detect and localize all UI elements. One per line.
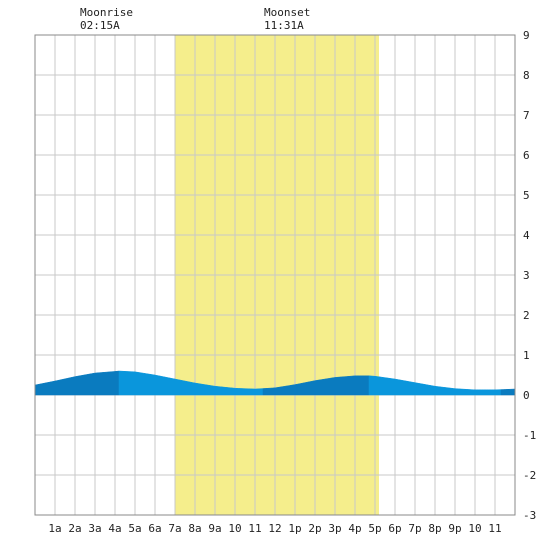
x-tick-label: 8a [188,522,201,535]
moonrise-time: 02:15A [80,19,120,32]
tide-area-light [118,370,264,396]
y-tick-label: 5 [523,189,530,202]
x-tick-label: 12 [268,522,281,535]
y-tick-label: 1 [523,349,530,362]
tide-area-dark [500,388,516,396]
y-tick-label: 8 [523,69,530,82]
plot-border [34,34,516,516]
tide-area-dark [296,375,370,396]
moonset-label: Moonset [264,6,310,19]
x-tick-label: 3p [328,522,341,535]
y-tick-label: -1 [523,429,536,442]
y-tick-label: 0 [523,389,530,402]
y-tick-label: 4 [523,229,530,242]
x-tick-label: 6a [148,522,161,535]
y-tick-label: -2 [523,469,536,482]
x-tick-label: 5p [368,522,381,535]
x-tick-label: 4a [108,522,121,535]
x-tick-label: 8p [428,522,441,535]
x-tick-label: 7p [408,522,421,535]
x-tick-label: 10 [468,522,481,535]
y-tick-label: 9 [523,29,530,42]
y-tick-label: 3 [523,269,530,282]
tide-layer [34,370,516,396]
x-tick-label: 4p [348,522,361,535]
y-axis-labels: 9 8 7 6 5 4 3 2 1 0 -1 -2 -3 [523,29,536,522]
x-tick-label: 6p [388,522,401,535]
y-tick-label: 7 [523,109,530,122]
x-tick-label: 11 [248,522,261,535]
x-tick-label: 7a [168,522,181,535]
x-tick-label: 9p [448,522,461,535]
x-tick-label: 2a [68,522,81,535]
x-tick-label: 11 [488,522,501,535]
x-tick-label: 3a [88,522,101,535]
x-tick-label: 1a [48,522,61,535]
tide-area-light [368,375,502,396]
moonset-time: 11:31A [264,19,304,32]
moonrise-label: Moonrise [80,6,133,19]
x-tick-label: 9a [208,522,221,535]
x-tick-label: 2p [308,522,321,535]
x-tick-label: 5a [128,522,141,535]
x-tick-label: 1p [288,522,301,535]
tide-area-dark [34,370,120,396]
grid-layer [34,34,516,516]
y-tick-label: 6 [523,149,530,162]
x-tick-label: 10 [228,522,241,535]
x-axis-labels: 1a 2a 3a 4a 5a 6a 7a 8a 9a 10 11 12 1p 2p 3p 4p 5p 6p 7p 8p… [48,522,501,535]
y-tick-label: 2 [523,309,530,322]
y-tick-label: -3 [523,509,536,522]
